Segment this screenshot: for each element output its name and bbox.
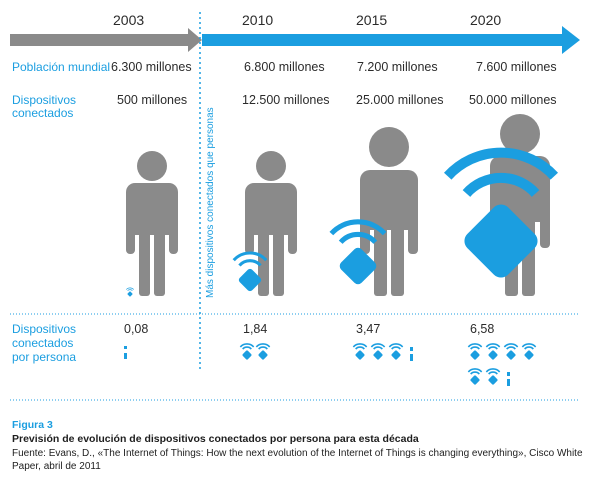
wifi-device-icon bbox=[370, 343, 386, 360]
wifi-device-icon bbox=[126, 287, 134, 297]
devices-per-person-2010 bbox=[239, 343, 271, 360]
wifi-device-icon bbox=[485, 368, 501, 385]
timeline-gray-arrowhead bbox=[188, 28, 202, 52]
devices-2015: 25.000 millones bbox=[356, 93, 444, 107]
devices-per-person-2020 bbox=[467, 343, 537, 386]
person-icon bbox=[126, 151, 178, 296]
year-2015: 2015 bbox=[356, 12, 388, 28]
population-2003: 6.300 millones bbox=[111, 60, 192, 74]
figure-source: Fuente: Evans, D., «The Internet of Thin… bbox=[12, 448, 583, 472]
divider-caption: Más dispositivos conectados que personas bbox=[205, 107, 216, 298]
devices-per-person-2003 bbox=[124, 346, 127, 359]
figure-title: Figura 3 bbox=[12, 419, 53, 431]
population-label: Población mundial bbox=[12, 60, 111, 74]
figure-subtitle: Previsión de evolución de dispositivos c… bbox=[12, 433, 419, 445]
per-person-label-line2: conectados bbox=[12, 336, 74, 350]
timeline-gray-segment bbox=[10, 34, 188, 46]
per-person-label-line1: Dispositivos bbox=[12, 322, 77, 336]
wifi-device-icon bbox=[388, 343, 404, 360]
per-person-2015: 3,47 bbox=[356, 322, 381, 336]
population-2015: 7.200 millones bbox=[357, 60, 438, 74]
wifi-device-icon bbox=[443, 147, 559, 278]
year-2010: 2010 bbox=[242, 12, 274, 28]
year-2020: 2020 bbox=[470, 12, 502, 28]
devices-2010: 12.500 millones bbox=[242, 93, 330, 107]
population-2020: 7.600 millones bbox=[476, 60, 557, 74]
per-person-label-line3: por persona bbox=[12, 350, 77, 364]
devices-partial-mark bbox=[507, 372, 510, 386]
per-person-2003: 0,08 bbox=[124, 322, 149, 336]
per-person-2020: 6,58 bbox=[470, 322, 495, 336]
devices-2020: 50.000 millones bbox=[469, 93, 557, 107]
per-person-2010: 1,84 bbox=[243, 322, 268, 336]
person-icon bbox=[360, 127, 418, 296]
wifi-device-icon bbox=[467, 343, 483, 360]
wifi-device-icon bbox=[352, 343, 368, 360]
timeline-blue-arrowhead bbox=[562, 26, 580, 54]
year-2003: 2003 bbox=[113, 12, 145, 28]
wifi-device-icon bbox=[485, 343, 501, 360]
devices-label-line2: conectados bbox=[12, 106, 74, 120]
timeline-blue-segment bbox=[202, 34, 562, 46]
devices-per-person-2015 bbox=[352, 343, 413, 361]
wifi-device-icon bbox=[329, 219, 387, 285]
wifi-device-icon bbox=[255, 343, 271, 360]
wifi-device-icon bbox=[521, 343, 537, 360]
person-icon bbox=[245, 151, 297, 296]
population-2010: 6.800 millones bbox=[244, 60, 325, 74]
wifi-device-icon bbox=[239, 343, 255, 360]
wifi-device-icon bbox=[232, 251, 268, 292]
devices-2003: 500 millones bbox=[117, 93, 188, 107]
wifi-device-icon bbox=[467, 368, 483, 385]
devices-label-line1: Dispositivos bbox=[12, 93, 77, 107]
wifi-device-icon bbox=[503, 343, 519, 360]
devices-partial-mark bbox=[410, 347, 413, 361]
